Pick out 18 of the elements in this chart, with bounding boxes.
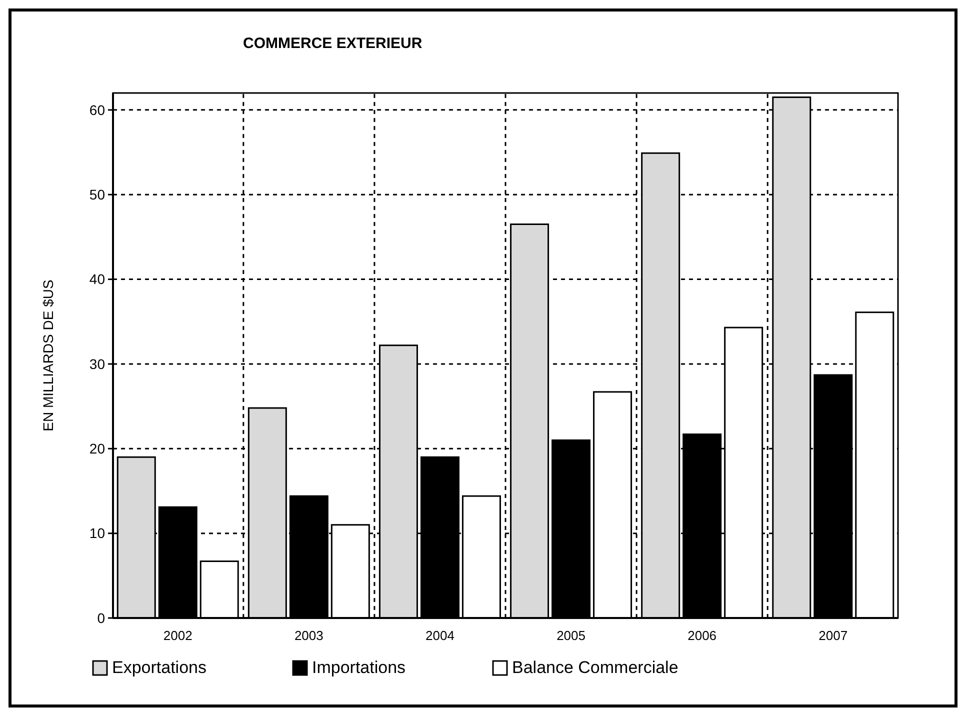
x-tick-label: 2007 — [818, 628, 848, 643]
y-axis-title: EN MILLIARDS DE $US — [40, 280, 56, 432]
y-tick-label: 50 — [89, 186, 106, 203]
y-tick-label: 10 — [89, 525, 106, 542]
x-tick-label: 2002 — [163, 628, 192, 643]
x-tick-label: 2003 — [294, 628, 324, 643]
y-tick-label: 40 — [89, 271, 106, 288]
y-tick-label: 20 — [89, 440, 106, 457]
legend-label: Exportations — [112, 658, 206, 677]
x-tick-label: 2005 — [556, 628, 586, 643]
x-tick-label: 2006 — [688, 628, 717, 643]
y-tick-label: 30 — [89, 356, 106, 372]
x-tick-label: 2004 — [426, 628, 454, 643]
y-tick-label: 0 — [97, 610, 106, 626]
legend-label: Importations — [312, 658, 406, 677]
chart-title: COMMERCE EXTERIEUR — [243, 35, 422, 52]
y-tick-label: 60 — [89, 102, 106, 118]
legend-label: Balance Commerciale — [512, 658, 678, 677]
